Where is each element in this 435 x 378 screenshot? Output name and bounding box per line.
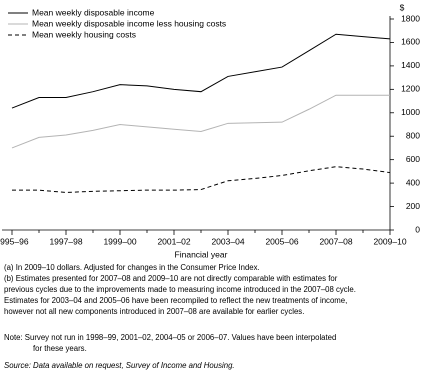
x-tick-label: 1997–98 [49,236,82,246]
y-tick-label: 1600 [401,37,420,47]
y-tick-label: 1000 [401,107,420,117]
source: Source: Data available on request, Surve… [4,361,235,370]
y-tick-label: 0 [415,224,420,234]
y-tick-label: 1800 [401,13,420,23]
x-tick-label: 2001–02 [157,236,190,246]
y-tick-label: 1200 [401,84,420,94]
footnote: (a) In 2009–10 dollars. Adjusted for cha… [4,263,260,272]
y-tick-label: 200 [406,201,420,211]
x-tick-label: 2009–10 [373,236,406,246]
x-tick-label: 2005–06 [265,236,298,246]
legend-label: Mean weekly housing costs [32,29,136,39]
footnote: for these years. [33,344,87,353]
y-tick-label: 1400 [401,60,420,70]
footnote: (b) Estimates presented for 2007–08 and … [4,274,338,283]
footnote: previous cycles due to the improvements … [4,285,356,294]
footnote: Estimates for 2003–04 and 2005–06 have b… [4,296,347,305]
x-tick-label: 2003–04 [211,236,244,246]
footnote: Note: Survey not run in 1998–99, 2001–02… [4,333,336,342]
y-tick-label: 600 [406,154,420,164]
footnote: however not all new components introduce… [4,307,304,316]
x-axis-title: Financial year [175,249,228,259]
legend-label: Mean weekly disposable income [32,7,155,17]
y-tick-label: 400 [406,177,420,187]
series-line [11,33,391,109]
x-tick-label: 1995–96 [0,236,29,246]
legend-label: Mean weekly disposable income less housi… [32,18,226,28]
y-tick-label: 800 [406,130,420,140]
series-line [12,166,391,193]
x-tick-label: 2007–08 [319,236,352,246]
y-unit: $ [400,2,405,12]
x-tick-label: 1999–00 [103,236,136,246]
series-line [11,94,390,149]
